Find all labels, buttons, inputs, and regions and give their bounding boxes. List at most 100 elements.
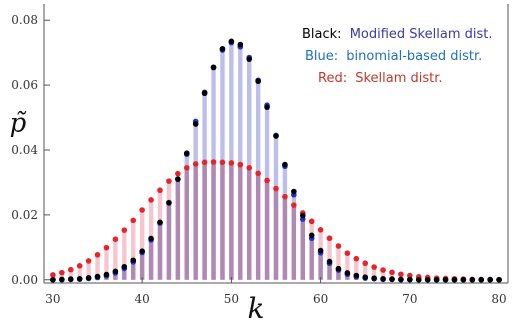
point-black	[433, 276, 440, 283]
axes	[43, 4, 509, 284]
x-tick-label: 40	[135, 292, 150, 306]
bar-overlap	[264, 180, 270, 280]
point-red	[59, 269, 65, 276]
ticks-layer: 30 40 50 60 70 80 0.00 0.02 0.04 0.06 0.08	[11, 13, 506, 306]
point-black	[291, 188, 297, 195]
point-red	[264, 177, 270, 184]
bar-overlap	[336, 268, 341, 280]
point-black	[103, 271, 110, 278]
point-black	[130, 257, 137, 264]
legend-label-blue: Blue:	[305, 49, 338, 64]
point-black	[157, 219, 163, 226]
point-black	[264, 104, 270, 110]
point-black	[255, 78, 261, 85]
point-black	[460, 276, 467, 283]
point-black	[415, 276, 422, 283]
point-black	[237, 41, 244, 48]
legend-entry-black: Black: Modified Skellam dist.	[302, 27, 492, 42]
point-red	[246, 165, 253, 171]
point-red	[219, 159, 226, 166]
point-red	[362, 260, 369, 267]
bar-overlap	[282, 196, 288, 280]
bar-overlap	[148, 238, 154, 280]
point-black	[335, 265, 342, 272]
point-black	[451, 276, 458, 283]
bar-overlap	[247, 167, 252, 280]
bars-layer	[50, 41, 493, 280]
y-tick-label: 0.08	[11, 13, 38, 27]
legend-text-blue: binomial-based distr.	[346, 49, 482, 64]
point-black	[139, 248, 145, 255]
point-red	[85, 258, 92, 264]
bar-overlap	[300, 215, 305, 280]
point-black	[192, 121, 199, 127]
point-black	[85, 275, 92, 281]
bar-overlap	[238, 164, 243, 280]
point-black	[94, 273, 101, 280]
point-red	[389, 269, 395, 276]
legend-entry-red: Red: Skellam distr.	[318, 71, 443, 86]
bar-overlap	[309, 235, 314, 280]
y-tick-label: 0.00	[11, 273, 38, 287]
legend-label-red: Red:	[318, 71, 347, 86]
point-black	[496, 276, 502, 283]
bar-red	[380, 270, 386, 280]
point-red	[166, 178, 172, 184]
point-black	[76, 275, 83, 282]
bar-red	[86, 260, 91, 280]
point-black	[121, 263, 128, 270]
legend-entry-blue: Blue: binomial-based distr.	[305, 49, 482, 64]
point-black	[219, 45, 226, 52]
point-red	[103, 244, 110, 251]
point-black	[228, 38, 235, 45]
point-black	[210, 64, 217, 71]
point-black	[308, 232, 315, 239]
point-red	[317, 226, 324, 233]
bar-overlap	[122, 266, 127, 280]
bar-red	[354, 258, 359, 280]
points-layer	[50, 38, 502, 283]
point-red	[255, 170, 261, 177]
bar-overlap	[139, 251, 145, 280]
point-black	[112, 268, 119, 275]
x-tick-label: 50	[224, 292, 239, 306]
point-red	[94, 251, 101, 258]
y-tick-label: 0.06	[11, 78, 38, 92]
bar-overlap	[220, 162, 225, 280]
bar-red	[139, 210, 145, 280]
bar-overlap	[157, 222, 163, 280]
bar-red	[131, 220, 136, 280]
bar-overlap	[193, 163, 198, 280]
bar-red	[371, 267, 377, 280]
point-red	[201, 159, 208, 166]
x-tick-label: 30	[45, 292, 60, 306]
point-red	[228, 160, 235, 166]
bar-overlap	[131, 260, 136, 280]
bar-red	[363, 263, 368, 280]
point-black	[326, 258, 333, 265]
point-black	[344, 270, 351, 276]
point-red	[335, 243, 342, 249]
point-red	[183, 165, 190, 171]
y-tick-label: 0.02	[11, 208, 38, 222]
point-red	[175, 170, 181, 177]
point-black	[424, 276, 431, 283]
x-axis-title: k	[248, 292, 265, 323]
point-red	[210, 159, 217, 165]
point-black	[148, 235, 154, 242]
point-black	[398, 276, 404, 283]
bar-overlap	[166, 202, 172, 280]
point-red	[282, 193, 288, 200]
bar-red	[113, 239, 118, 280]
point-red	[291, 202, 297, 208]
bar-red	[345, 253, 350, 280]
point-black	[371, 275, 377, 281]
point-black	[469, 276, 476, 283]
point-black	[407, 276, 413, 283]
legend-text-red: Skellam distr.	[355, 71, 442, 86]
bar-red	[68, 269, 73, 280]
bar-red	[336, 246, 341, 280]
bar-overlap	[273, 188, 279, 280]
bar-red	[122, 230, 127, 280]
